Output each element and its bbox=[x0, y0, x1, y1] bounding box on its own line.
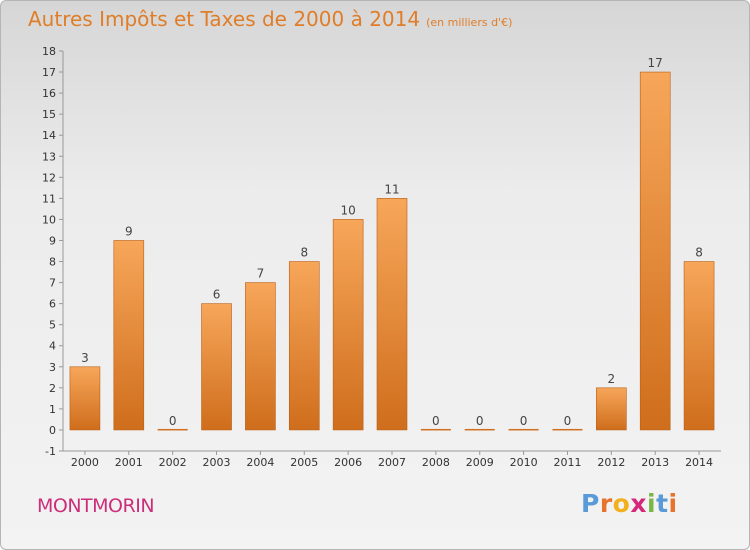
x-tick-label: 2012 bbox=[597, 456, 625, 469]
bar bbox=[245, 282, 276, 431]
y-tick-label: 4 bbox=[49, 340, 56, 353]
x-tick-label: 2003 bbox=[203, 456, 231, 469]
data-label: 0 bbox=[476, 414, 484, 428]
x-tick-label: 2013 bbox=[641, 456, 669, 469]
logo-letter: o bbox=[612, 489, 631, 518]
data-label: 10 bbox=[340, 203, 355, 217]
y-tick-label: 12 bbox=[42, 171, 56, 184]
bar bbox=[464, 428, 495, 431]
x-tick-label: 2000 bbox=[71, 456, 99, 469]
bar bbox=[288, 261, 320, 431]
bar bbox=[552, 428, 583, 431]
y-tick-label: 10 bbox=[42, 213, 56, 226]
y-tick-label: 16 bbox=[42, 87, 56, 100]
data-label: 8 bbox=[300, 246, 308, 260]
data-label: 11 bbox=[384, 182, 399, 196]
logo-letter: r bbox=[599, 489, 613, 518]
bar bbox=[508, 428, 539, 431]
y-tick-label: 5 bbox=[49, 319, 56, 332]
x-tick-label: 2007 bbox=[378, 456, 406, 469]
x-tick-label: 2002 bbox=[159, 456, 187, 469]
data-label: 8 bbox=[695, 246, 703, 260]
bar bbox=[639, 71, 671, 431]
x-tick-label: 2005 bbox=[290, 456, 318, 469]
y-tick-label: 14 bbox=[42, 129, 56, 142]
bar bbox=[376, 198, 408, 431]
data-label: 9 bbox=[125, 224, 133, 238]
bars bbox=[69, 71, 715, 431]
x-tick-label: 2014 bbox=[685, 456, 713, 469]
y-tick-label: 13 bbox=[42, 150, 56, 163]
x-tick-label: 2009 bbox=[466, 456, 494, 469]
data-label: 7 bbox=[257, 267, 265, 281]
y-tick-label: 0 bbox=[49, 424, 56, 437]
logo-letter: P bbox=[581, 489, 600, 518]
x-tick-label: 2008 bbox=[422, 456, 450, 469]
x-tick-label: 2010 bbox=[510, 456, 538, 469]
bar bbox=[596, 387, 627, 431]
y-tick-label: 1 bbox=[49, 403, 56, 416]
bar bbox=[113, 240, 145, 431]
y-tick-label: 17 bbox=[42, 66, 56, 79]
data-label: 0 bbox=[169, 414, 177, 428]
y-tick-label: 9 bbox=[49, 234, 56, 247]
x-tick-label: 2011 bbox=[553, 456, 581, 469]
y-tick-label: -1 bbox=[45, 445, 56, 458]
commune-name: MONTMORIN bbox=[37, 495, 155, 517]
data-label: 2 bbox=[608, 372, 616, 386]
bar bbox=[69, 366, 101, 431]
proxiti-logo[interactable]: Proxiti bbox=[581, 489, 678, 518]
data-label: 3 bbox=[81, 351, 89, 365]
y-tick-label: 6 bbox=[49, 298, 56, 311]
x-tick-label: 2004 bbox=[246, 456, 274, 469]
logo-letter: i bbox=[647, 489, 657, 518]
y-tick-label: 7 bbox=[49, 277, 56, 290]
data-label: 0 bbox=[520, 414, 528, 428]
data-label: 0 bbox=[564, 414, 572, 428]
logo-letter: x bbox=[630, 489, 647, 518]
chart-subtitle: (en milliers d'€) bbox=[426, 16, 513, 29]
logo-letter: t bbox=[656, 489, 669, 518]
y-tick-label: 11 bbox=[42, 192, 56, 205]
data-label: 6 bbox=[213, 288, 221, 302]
bar bbox=[157, 428, 188, 431]
chart-title: Autres Impôts et Taxes de 2000 à 2014 (en… bbox=[28, 7, 512, 31]
x-tick-label: 2006 bbox=[334, 456, 362, 469]
y-tick-label: 2 bbox=[49, 382, 56, 395]
bar bbox=[683, 261, 715, 431]
bar bbox=[332, 219, 364, 431]
y-tick-label: 8 bbox=[49, 256, 56, 269]
bar bbox=[201, 303, 232, 431]
logo-letter: i bbox=[668, 489, 678, 518]
data-label: 0 bbox=[432, 414, 440, 428]
chart-title-text: Autres Impôts et Taxes de 2000 à 2014 bbox=[28, 7, 421, 31]
y-tick-label: 3 bbox=[49, 361, 56, 374]
bar bbox=[420, 428, 451, 431]
x-tick-label: 2001 bbox=[115, 456, 143, 469]
y-tick-label: 15 bbox=[42, 108, 56, 121]
data-label: 17 bbox=[648, 56, 663, 70]
data-labels: 3 9 0 6 7 8 10 11 0 0 0 0 2 17 8 bbox=[81, 56, 703, 428]
y-tick-label: 18 bbox=[42, 45, 56, 58]
